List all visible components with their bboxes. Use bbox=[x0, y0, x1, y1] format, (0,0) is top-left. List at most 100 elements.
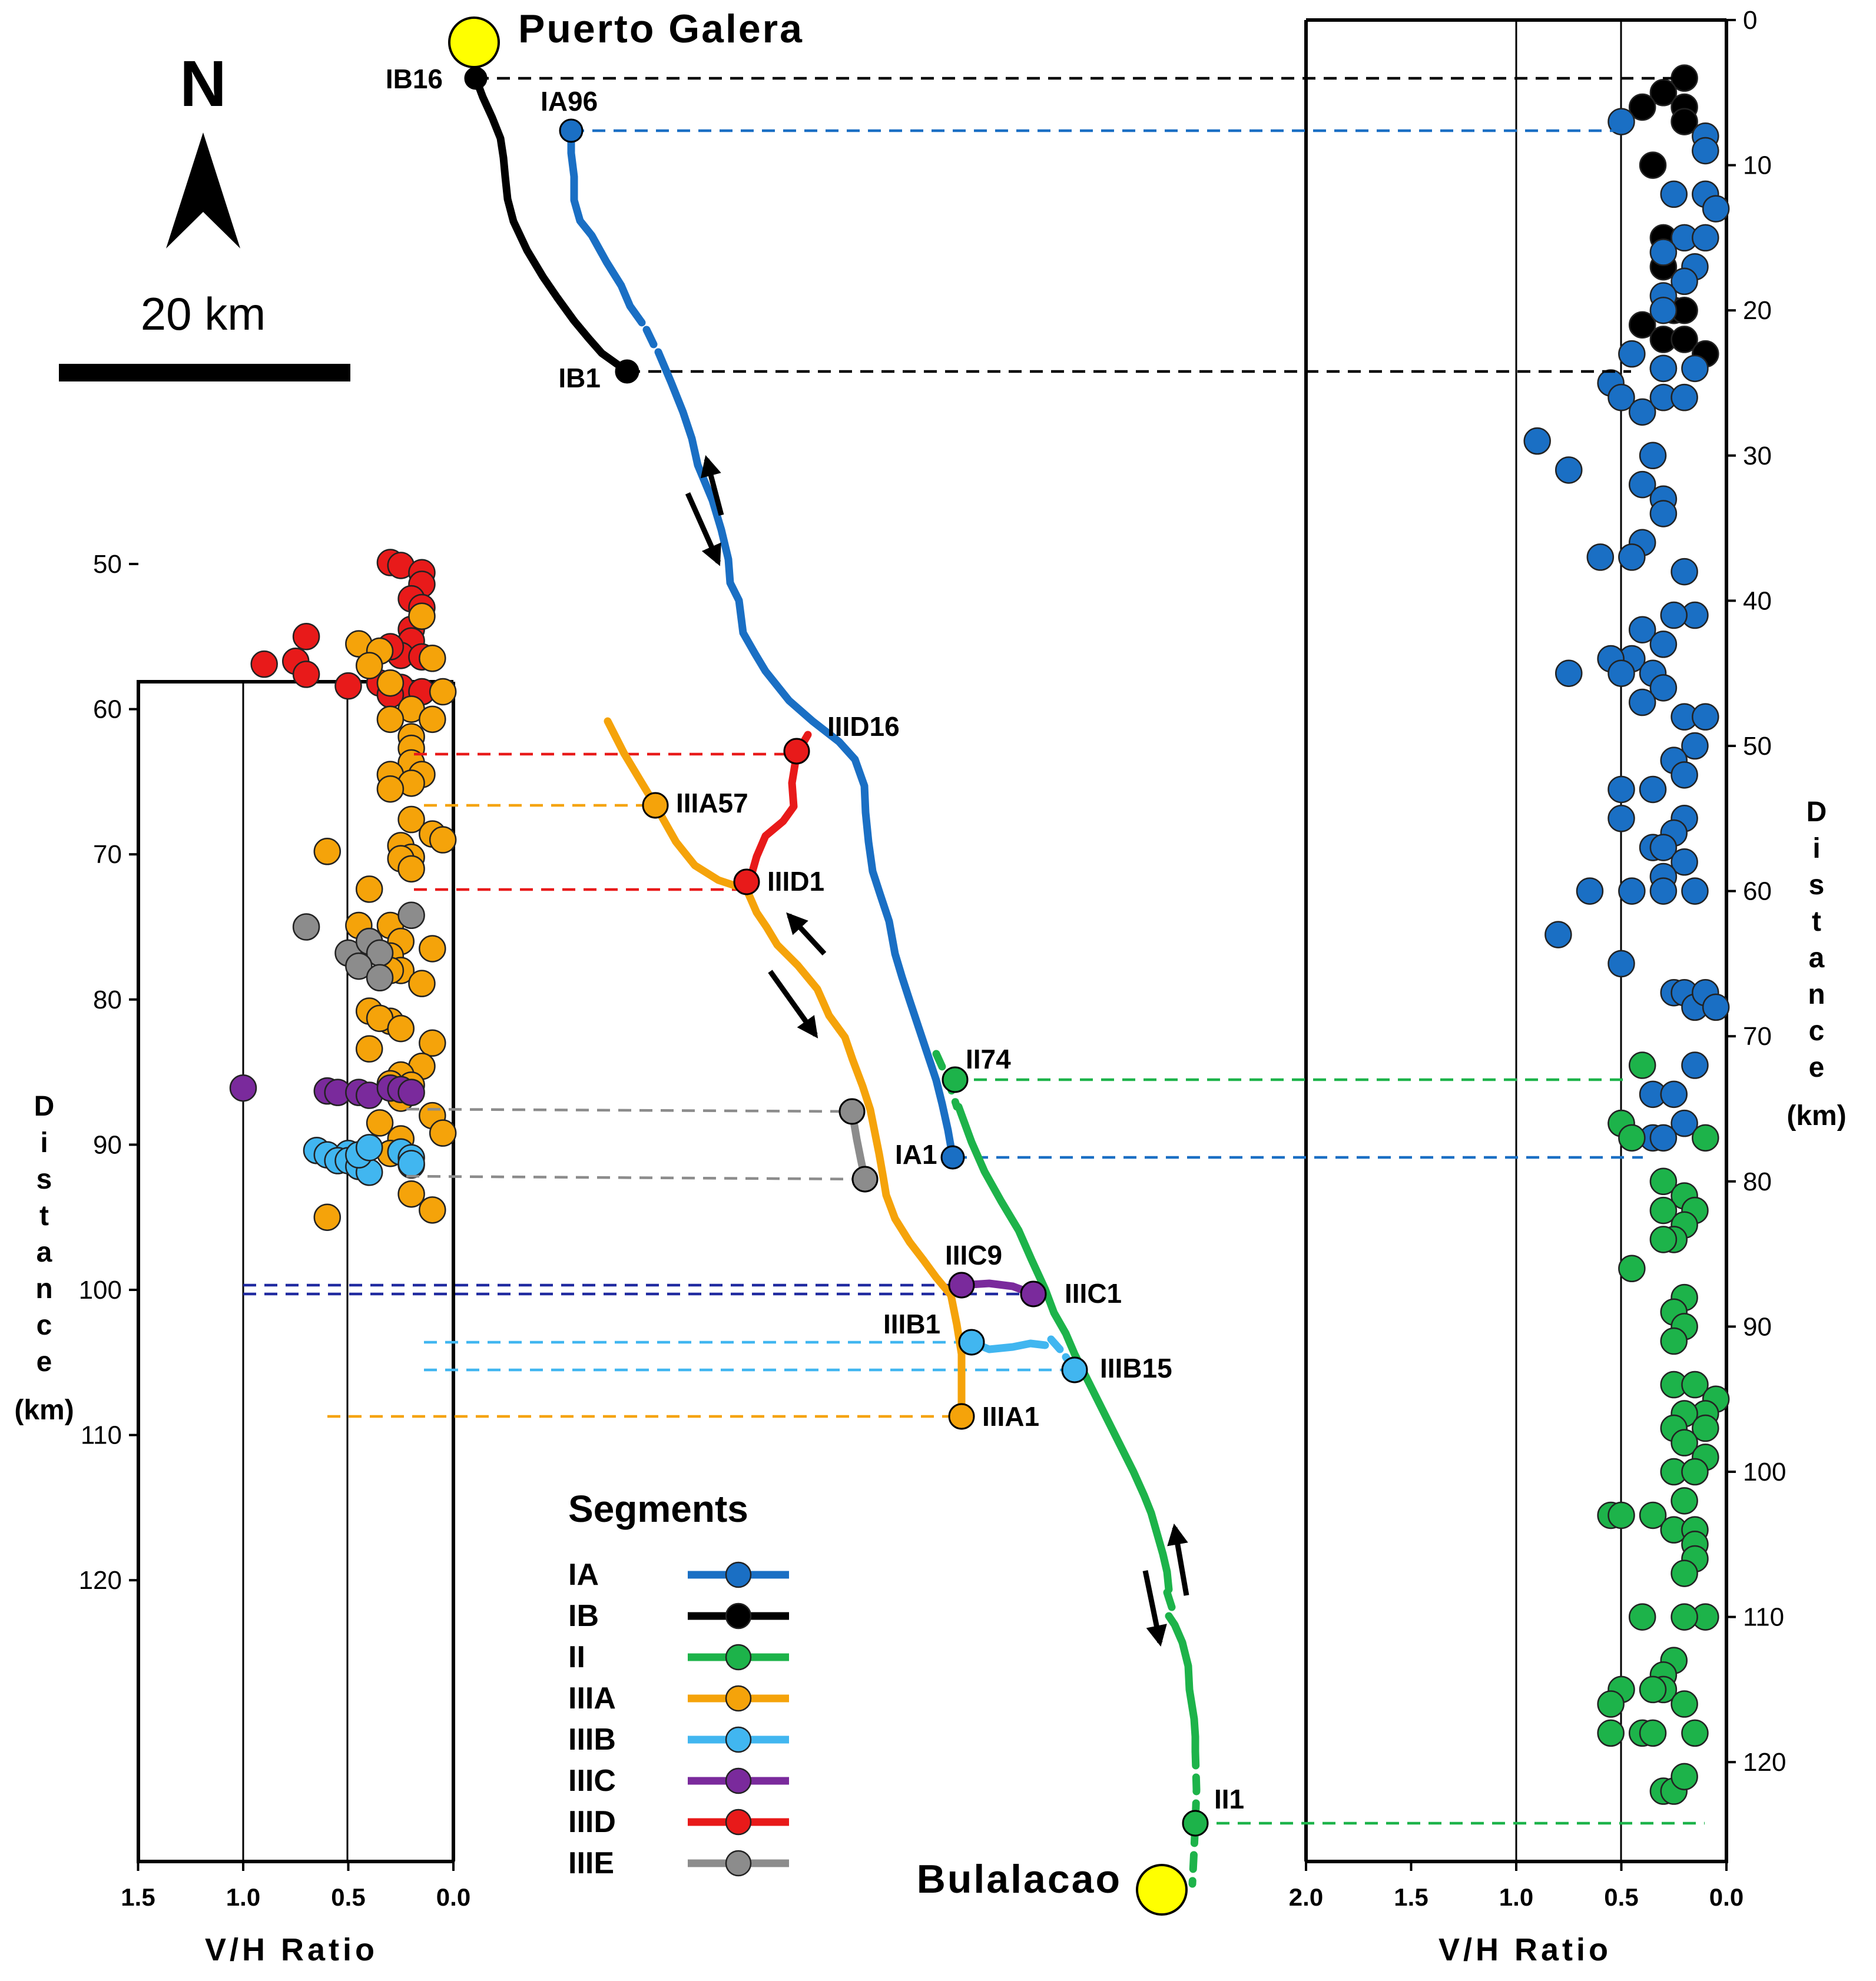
slip-arrow-south-down bbox=[1142, 1570, 1167, 1647]
point-ia bbox=[1692, 137, 1719, 165]
legend-marker-ia bbox=[725, 1561, 752, 1588]
point-ii bbox=[1692, 1124, 1719, 1152]
point-ii bbox=[1607, 1501, 1635, 1529]
point-ii bbox=[1649, 1167, 1678, 1196]
right-chart-frame bbox=[1304, 18, 1728, 1863]
station-iiie-south bbox=[851, 1166, 879, 1193]
station-label-iiib1: IIIB1 bbox=[883, 1309, 940, 1339]
legend-marker-iiie bbox=[725, 1850, 752, 1877]
right-x-tick-label: 2.0 bbox=[1289, 1883, 1323, 1911]
point-ia bbox=[1649, 296, 1678, 324]
station-iiia57 bbox=[642, 792, 669, 819]
point-ia bbox=[1628, 616, 1656, 643]
point-iiib bbox=[355, 1134, 383, 1162]
point-iiia bbox=[376, 705, 405, 734]
point-ia bbox=[1702, 195, 1730, 223]
point-ia bbox=[1649, 631, 1678, 658]
point-iiia bbox=[355, 1035, 383, 1063]
point-iiie bbox=[292, 913, 320, 941]
point-ia bbox=[1618, 543, 1646, 571]
point-iiia bbox=[419, 1196, 446, 1224]
legend-label-iiie: IIIE bbox=[568, 1846, 614, 1880]
left-chart-ticks: 50 60 70 80 90 100 110 120 1.5 1.0 0.5 0.0 bbox=[79, 550, 471, 1911]
point-iiia bbox=[408, 602, 436, 631]
point-ia bbox=[1607, 805, 1635, 832]
point-iiib bbox=[397, 1150, 425, 1177]
station-label-iiid1: IIID1 bbox=[767, 866, 824, 897]
point-ia bbox=[1555, 456, 1583, 484]
point-ib bbox=[1670, 108, 1698, 135]
point-ii bbox=[1618, 1124, 1646, 1152]
point-ia bbox=[1649, 238, 1678, 266]
right-y-tick-label: 80 bbox=[1743, 1167, 1772, 1196]
right-x-tick-label: 0.0 bbox=[1709, 1883, 1744, 1911]
point-iiid bbox=[334, 672, 362, 700]
station-iiid1 bbox=[733, 868, 760, 895]
connector-lines bbox=[243, 77, 1705, 1825]
north-arrow-label: N bbox=[180, 48, 226, 120]
legend-marker-iiia bbox=[725, 1685, 752, 1712]
point-iiia bbox=[397, 855, 425, 883]
right-y-tick-label: 50 bbox=[1743, 732, 1772, 761]
point-iiia bbox=[355, 875, 383, 903]
point-ia bbox=[1702, 993, 1730, 1021]
point-ia bbox=[1586, 543, 1615, 571]
right-chart-points bbox=[1523, 64, 1730, 1805]
point-ia bbox=[1649, 500, 1678, 527]
point-iiia bbox=[387, 1014, 415, 1043]
station-label-iiid16: IIID16 bbox=[827, 711, 900, 742]
station-label-iiic1: IIIC1 bbox=[1065, 1278, 1122, 1309]
point-ia bbox=[1555, 659, 1583, 687]
station-label-ib16: IB16 bbox=[386, 64, 443, 94]
right-x-tick-label: 1.5 bbox=[1394, 1883, 1428, 1911]
point-ia bbox=[1618, 340, 1646, 368]
slip-arrow-south-up bbox=[1167, 1523, 1189, 1596]
point-iiic bbox=[229, 1074, 257, 1102]
point-ia bbox=[1649, 834, 1678, 861]
point-iiia bbox=[419, 935, 446, 963]
right-y-tick-label: 60 bbox=[1743, 877, 1772, 906]
point-iiic bbox=[397, 1079, 425, 1106]
point-ia bbox=[1607, 659, 1635, 687]
point-ia bbox=[1639, 442, 1667, 470]
trace-ia-main bbox=[654, 348, 957, 1162]
point-ia bbox=[1639, 775, 1667, 804]
point-ia bbox=[1670, 1109, 1698, 1137]
station-iiib1 bbox=[958, 1329, 985, 1356]
right-y-tick-label: 90 bbox=[1743, 1312, 1772, 1341]
station-iiib15 bbox=[1061, 1356, 1088, 1383]
legend-items: IA IB II IIIA IIIB IIIC IIID IIIE bbox=[568, 1558, 789, 1880]
point-ii bbox=[1639, 1719, 1667, 1747]
station-label-ia1: IA1 bbox=[895, 1139, 937, 1170]
connector-iiie-north bbox=[406, 1107, 853, 1113]
point-iiie bbox=[397, 901, 425, 930]
slip-arrows bbox=[685, 455, 1189, 1647]
legend-label-iiib: IIIB bbox=[568, 1723, 616, 1757]
station-markers bbox=[464, 67, 1209, 1837]
point-ia bbox=[1649, 1124, 1678, 1152]
legend-marker-iiic bbox=[725, 1767, 752, 1794]
station-label-iiia1: IIIA1 bbox=[982, 1401, 1039, 1432]
station-ii1 bbox=[1182, 1810, 1209, 1837]
point-iiid bbox=[250, 650, 278, 678]
legend-label-ia: IA bbox=[568, 1558, 599, 1592]
point-iiia bbox=[313, 1203, 342, 1231]
left-x-tick-label: 0.5 bbox=[331, 1883, 365, 1911]
station-label-ia96: IA96 bbox=[541, 86, 598, 117]
point-iiia bbox=[366, 1109, 394, 1137]
left-y-tick-label: 110 bbox=[81, 1421, 122, 1450]
left-y-tick-label: 120 bbox=[79, 1566, 122, 1595]
trace-ii-south bbox=[1163, 1588, 1199, 1756]
point-ia bbox=[1628, 398, 1656, 426]
station-label-iiib15: IIIB15 bbox=[1100, 1353, 1172, 1383]
station-iiic9 bbox=[948, 1272, 975, 1299]
point-iiie bbox=[345, 952, 373, 980]
place-marker-north bbox=[448, 16, 500, 68]
station-ii74 bbox=[942, 1066, 969, 1093]
left-y-tick-label: 70 bbox=[93, 840, 122, 869]
right-y-tick-label: 110 bbox=[1743, 1603, 1784, 1632]
point-ia bbox=[1649, 877, 1678, 905]
station-iiia1 bbox=[948, 1403, 975, 1430]
point-ia bbox=[1607, 383, 1635, 412]
